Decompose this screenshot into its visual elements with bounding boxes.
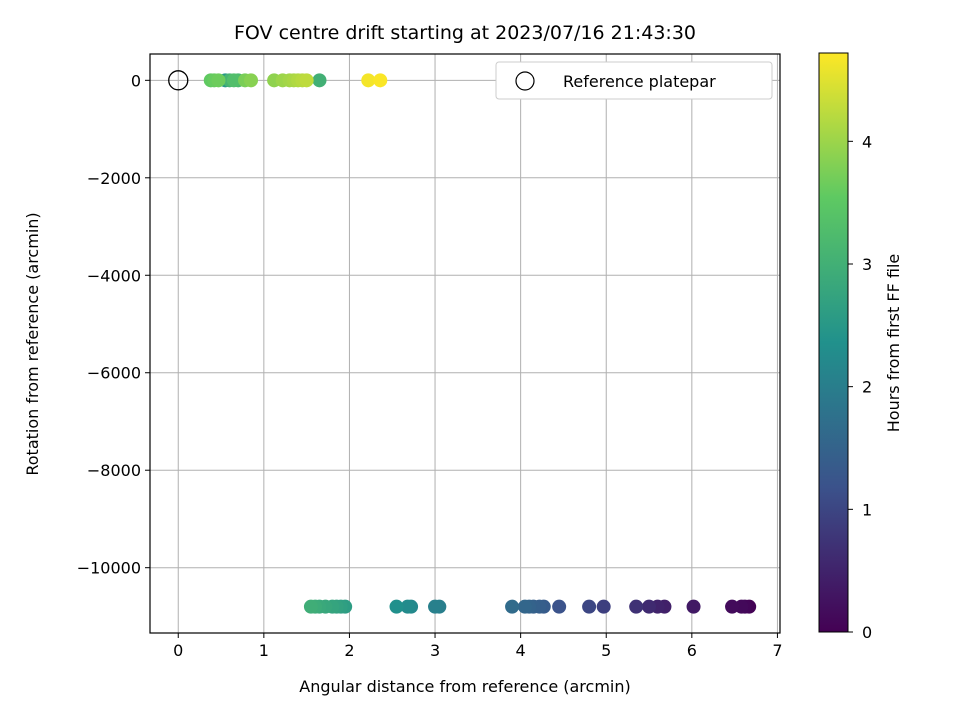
scatter-point bbox=[596, 599, 611, 614]
grid-lines bbox=[150, 54, 780, 633]
y-tick-label: −10000 bbox=[77, 559, 141, 578]
colorbar-ticks: 0 1 2 3 4 bbox=[848, 132, 872, 642]
colorbar-tick-label: 0 bbox=[862, 623, 872, 642]
plot-frame bbox=[149, 53, 781, 634]
scatter-point bbox=[629, 599, 644, 614]
x-tick-label: 3 bbox=[430, 641, 440, 660]
colorbar: 0 1 2 3 4 Hours from first FF file bbox=[818, 52, 903, 642]
y-tick-label: −6000 bbox=[87, 364, 141, 383]
scatter-point bbox=[303, 599, 318, 614]
y-tick-label: −4000 bbox=[87, 266, 141, 285]
scatter-point bbox=[686, 599, 701, 614]
scatter-point bbox=[389, 599, 404, 614]
scatter-point bbox=[642, 599, 657, 614]
scatter-point bbox=[725, 599, 740, 614]
legend-marker-reference bbox=[515, 71, 535, 91]
x-tick-label: 7 bbox=[772, 641, 782, 660]
legend-label-reference: Reference platepar bbox=[563, 72, 716, 91]
x-tick-label: 4 bbox=[516, 641, 526, 660]
reference-point-marker bbox=[168, 70, 189, 91]
legend: Reference platepar bbox=[495, 61, 773, 100]
colorbar-tick-label: 3 bbox=[862, 255, 872, 274]
x-tick-label: 2 bbox=[344, 641, 354, 660]
x-tick-label: 1 bbox=[259, 641, 269, 660]
scatter-point bbox=[211, 73, 226, 88]
x-axis-ticks: 0 1 2 3 4 5 6 7 bbox=[173, 633, 783, 660]
scatter-point bbox=[517, 599, 532, 614]
scatter-point bbox=[361, 73, 376, 88]
colorbar-tick-label: 2 bbox=[862, 378, 872, 397]
colorbar-tick-label: 4 bbox=[862, 132, 872, 151]
x-tick-label: 0 bbox=[173, 641, 183, 660]
colorbar-tick-label: 1 bbox=[862, 500, 872, 519]
y-tick-label: −2000 bbox=[87, 169, 141, 188]
scatter-point bbox=[244, 73, 259, 88]
y-axis-label: Rotation from reference (arcmin) bbox=[23, 212, 42, 475]
y-tick-label: −8000 bbox=[87, 461, 141, 480]
scatter-point bbox=[552, 599, 567, 614]
colorbar-gradient bbox=[818, 52, 849, 633]
chart-title: FOV centre drift starting at 2023/07/16 … bbox=[234, 22, 696, 44]
x-axis-label: Angular distance from reference (arcmin) bbox=[299, 677, 630, 696]
scatter-point bbox=[299, 73, 314, 88]
scatter-point bbox=[400, 599, 415, 614]
y-axis-ticks: 0 −2000 −4000 −6000 −8000 −10000 bbox=[77, 71, 150, 578]
legend-box bbox=[495, 61, 773, 100]
scatter-point bbox=[582, 599, 597, 614]
scatter-point bbox=[226, 73, 241, 88]
x-tick-label: 5 bbox=[601, 641, 611, 660]
scatter-point bbox=[505, 599, 520, 614]
scatter-point bbox=[428, 599, 443, 614]
scatter-point bbox=[373, 73, 388, 88]
colorbar-label: Hours from first FF file bbox=[884, 254, 903, 433]
y-tick-label: 0 bbox=[131, 71, 141, 90]
x-tick-label: 6 bbox=[687, 641, 697, 660]
scatter-point bbox=[312, 73, 327, 88]
data-points bbox=[168, 70, 757, 614]
